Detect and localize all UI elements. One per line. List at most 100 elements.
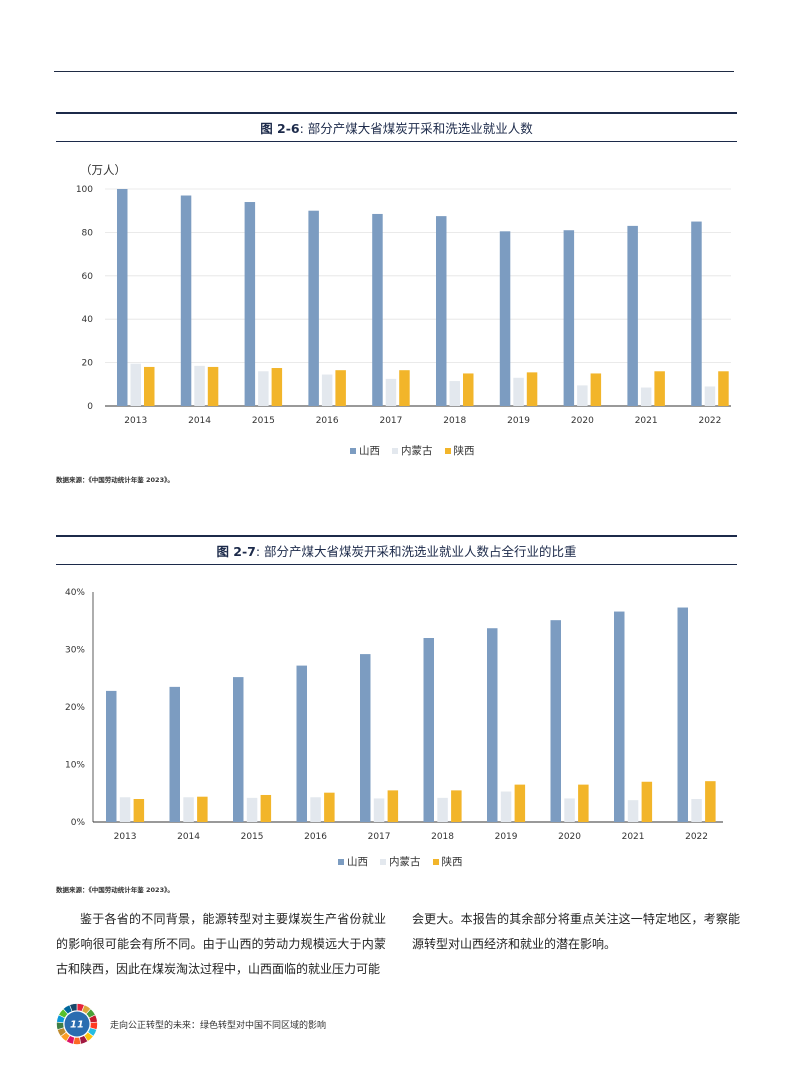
- legend-item: 陕西: [432, 854, 463, 869]
- y-tick-label: 20%: [65, 703, 85, 713]
- legend-swatch: [392, 447, 398, 454]
- sdg-wheel-icon: 11: [56, 1003, 98, 1045]
- x-tick-label: 2021: [635, 416, 658, 426]
- bar-山西-2018: [423, 638, 434, 822]
- figure-1-title: 图 2-6: 部分产煤大省煤炭开采和洗选业就业人数: [260, 121, 533, 136]
- bar-内蒙古-2014: [183, 797, 194, 822]
- bar-山西-2020: [550, 620, 561, 822]
- bar-内蒙古-2016: [321, 374, 333, 406]
- legend-label: 山西: [359, 445, 380, 457]
- figure-2-chart: 0% 10% 20% 30% 40% 2013 2014 2015 2016 2017 2018 20…: [0, 580, 793, 845]
- bar-内蒙古-2022: [691, 799, 702, 822]
- bar-内蒙古-2020: [564, 798, 575, 822]
- bar-山西-2017: [372, 213, 383, 406]
- x-tick-label: 2014: [177, 832, 200, 842]
- y-tick-label: 100: [76, 185, 93, 195]
- y-tick-label: 0%: [71, 818, 86, 828]
- bar-陕西-2015: [260, 794, 272, 822]
- x-tick-label: 2019: [495, 832, 518, 842]
- x-tick-label: 2018: [431, 832, 454, 842]
- bar-陕西-2018: [451, 790, 462, 822]
- bar-山西-2019: [499, 231, 511, 406]
- figure-2-title: 图 2-7: 部分产煤大省煤炭开采和洗选业就业人数占全行业的比重: [216, 544, 577, 559]
- body-left-paragraph: 鉴于各省的不同背景，能源转型对主要煤炭生产省份就业的影响很可能会有所不同。由于山…: [56, 912, 386, 976]
- bar-陕西-2020: [578, 784, 589, 822]
- y-tick-label: 10%: [65, 761, 85, 771]
- legend-label: 内蒙古: [389, 856, 421, 868]
- body-right-column: 会更大。本报告的其余部分将重点关注这一特定地区，考察能源转型对山西经济和就业的潜…: [412, 907, 740, 957]
- bar-山西-2022: [677, 607, 688, 822]
- bar-内蒙古-2015: [246, 797, 258, 822]
- bar-内蒙古-2017: [385, 378, 397, 406]
- bar-内蒙古-2015: [258, 371, 269, 406]
- figure-2-legend: 山西 内蒙古 陕西: [338, 854, 463, 869]
- figure-2-svg: 0% 10% 20% 30% 40% 2013 2014 2015 2016 2017 2018 20…: [65, 588, 723, 842]
- bar-内蒙古-2019: [513, 377, 524, 406]
- bar-陕西-2021: [654, 371, 665, 406]
- legend-item: 内蒙古: [380, 854, 421, 869]
- legend-item: 山西: [338, 854, 368, 869]
- body-left-column: 鉴于各省的不同背景，能源转型对主要煤炭生产省份就业的影响很可能会有所不同。由于山…: [56, 907, 386, 982]
- bar-陕西-2019: [514, 784, 526, 822]
- figure-1-unit: （万人）: [80, 163, 126, 177]
- x-tick-label: 2018: [443, 416, 466, 426]
- x-tick-label: 2014: [188, 416, 211, 426]
- body-right-paragraph: 会更大。本报告的其余部分将重点关注这一特定地区，考察能源转型对山西经济和就业的潜…: [412, 912, 740, 951]
- x-tick-label: 2016: [316, 416, 339, 426]
- legend-swatch: [350, 447, 356, 454]
- bar-山西-2015: [233, 677, 244, 822]
- bar-山西-2016: [296, 665, 307, 822]
- legend-item: 陕西: [444, 443, 475, 458]
- x-tick-label: 2017: [368, 832, 391, 842]
- figure-2-source: 数据来源：《中国劳动统计年鉴 2023》。: [56, 886, 174, 894]
- legend-item: 山西: [350, 443, 380, 458]
- legend-label: 山西: [347, 856, 368, 868]
- bar-陕西-2016: [324, 792, 335, 822]
- y-tick-label: 0: [87, 402, 93, 412]
- bar-陕西-2021: [641, 781, 653, 822]
- bar-内蒙古-2018: [449, 381, 460, 406]
- bar-内蒙古-2021: [627, 800, 639, 822]
- bar-内蒙古-2017: [373, 798, 385, 822]
- legend-label: 内蒙古: [401, 445, 433, 457]
- bar-山西-2019: [487, 628, 498, 822]
- x-tick-label: 2017: [379, 416, 402, 426]
- footer-title: 走向公正转型的未来：绿色转型对中国不同区域的影响: [110, 1021, 327, 1031]
- figure-2-header: 图 2-7: 部分产煤大省煤炭开采和洗选业就业人数占全行业的比重: [56, 535, 737, 565]
- y-tick-label: 60: [82, 272, 94, 282]
- legend-swatch: [432, 858, 439, 865]
- bar-内蒙古-2022: [704, 386, 716, 406]
- bar-山西-2021: [627, 225, 638, 406]
- legend-label: 陕西: [453, 445, 475, 457]
- bar-山西-2013: [106, 690, 117, 822]
- bar-山西-2015: [244, 202, 256, 406]
- legend-swatch: [380, 858, 386, 865]
- bar-内蒙古-2013: [119, 797, 131, 822]
- x-tick-label: 2022: [685, 832, 708, 842]
- x-tick-label: 2021: [622, 832, 645, 842]
- bar-陕西-2014: [197, 796, 208, 822]
- bar-山西-2016: [308, 210, 319, 406]
- bar-山西-2017: [360, 654, 371, 822]
- x-tick-label: 2020: [571, 416, 594, 426]
- bar-内蒙古-2018: [437, 797, 448, 822]
- figure-1-legend: 山西 内蒙古 陕西: [350, 443, 475, 458]
- bar-内蒙古-2020: [577, 385, 588, 406]
- bar-陕西-2019: [526, 372, 538, 406]
- figure-1-header: 图 2-6: 部分产煤大省煤炭开采和洗选业就业人数: [56, 112, 737, 142]
- bar-陕西-2013: [133, 799, 145, 822]
- y-tick-label: 30%: [65, 646, 85, 656]
- top-rule: [54, 71, 734, 72]
- y-tick-label: 40: [82, 315, 94, 325]
- y-tick-label: 40%: [65, 588, 85, 598]
- figure-1-chart: 0 20 40 60 80 100 2013 2014 2015 2016 2017 2018 2019…: [0, 180, 793, 430]
- y-tick-label: 80: [82, 228, 94, 238]
- bar-内蒙古-2021: [640, 387, 652, 406]
- bar-山西-2020: [563, 230, 575, 406]
- legend-swatch: [338, 858, 344, 865]
- bar-山西-2014: [180, 195, 192, 406]
- x-tick-label: 2022: [698, 416, 721, 426]
- legend-swatch: [444, 447, 451, 454]
- x-tick-label: 2020: [558, 832, 581, 842]
- bar-陕西-2017: [399, 370, 410, 406]
